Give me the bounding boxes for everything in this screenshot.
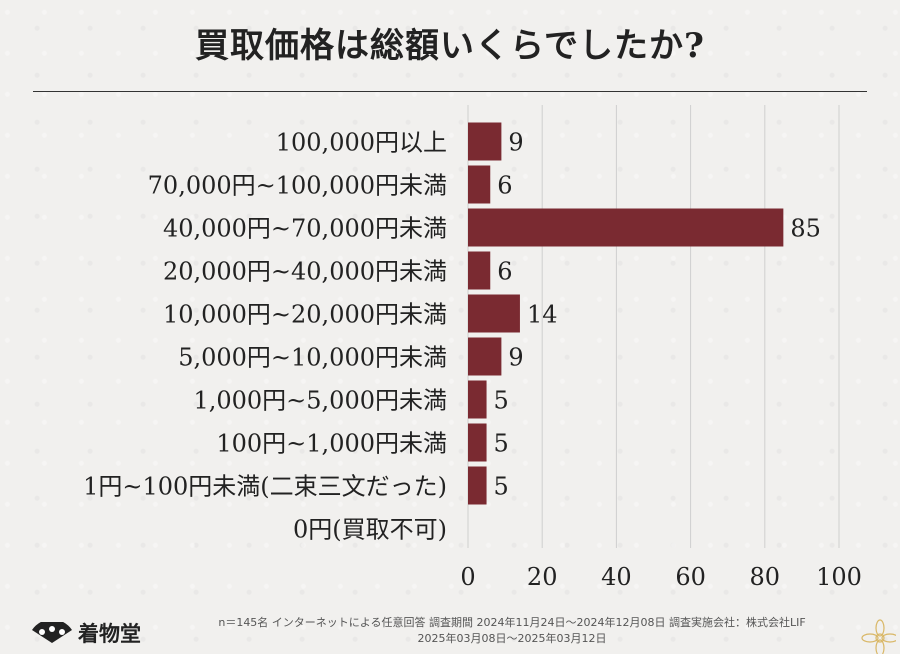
flower-decoration-icon [861, 619, 896, 654]
bar-chart: 0 20 40 60 80 100 100,000円以上 9 70,000円~100,000円未… [83, 105, 862, 591]
data-label: 5 [494, 430, 509, 458]
category-label: 20,000円~40,000円未満 [163, 258, 447, 286]
title-divider [33, 91, 867, 92]
data-label: 6 [497, 172, 512, 200]
bar [468, 294, 520, 333]
category-label: 5,000円~10,000円未満 [178, 344, 447, 372]
bar [468, 122, 502, 161]
bar [468, 165, 491, 204]
category-label: 10,000円~20,000円未満 [163, 301, 447, 329]
bar [468, 380, 487, 419]
data-label: 85 [790, 215, 821, 243]
category-label: 70,000円~100,000円未満 [148, 172, 447, 200]
bar [468, 423, 487, 462]
bar [468, 466, 487, 505]
page-title: 買取価格は総額いくらでしたか? [195, 26, 705, 66]
category-label: 100円~1,000円未満 [216, 430, 447, 458]
category-label: 1円~100円未満(二束三文だった) [83, 473, 447, 501]
footnote-line-2: 2025年03月08日～2025年03月12日 [417, 632, 607, 645]
category-label: 0円(買取不可) [293, 516, 447, 544]
bar [468, 337, 502, 376]
data-label: 5 [494, 387, 509, 415]
category-label: 1,000円~5,000円未満 [193, 387, 447, 415]
x-tick-label: 20 [527, 563, 558, 591]
x-tick-label: 80 [750, 563, 781, 591]
data-label: 14 [527, 301, 558, 329]
data-label: 6 [497, 258, 512, 286]
survey-footnote: n＝145名 インターネットによる任意回答 調査期間 2024年11月24日～2… [172, 615, 852, 647]
x-tick-label: 0 [460, 563, 475, 591]
fan-logo-icon [32, 622, 72, 643]
footnote-line-1: n＝145名 インターネットによる任意回答 調査期間 2024年11月24日～2… [218, 616, 806, 629]
x-tick-label: 40 [601, 563, 632, 591]
category-label: 40,000円~70,000円未満 [163, 215, 447, 243]
bar [468, 208, 784, 247]
brand-name: 着物堂 [78, 621, 141, 646]
bar [468, 251, 491, 290]
data-label: 9 [508, 129, 523, 157]
data-label: 9 [508, 344, 523, 372]
x-tick-label: 60 [675, 563, 706, 591]
category-label: 100,000円以上 [276, 129, 447, 157]
data-label: 5 [494, 473, 509, 501]
brand-logo: 着物堂 [30, 618, 141, 648]
x-tick-label: 100 [816, 563, 862, 591]
